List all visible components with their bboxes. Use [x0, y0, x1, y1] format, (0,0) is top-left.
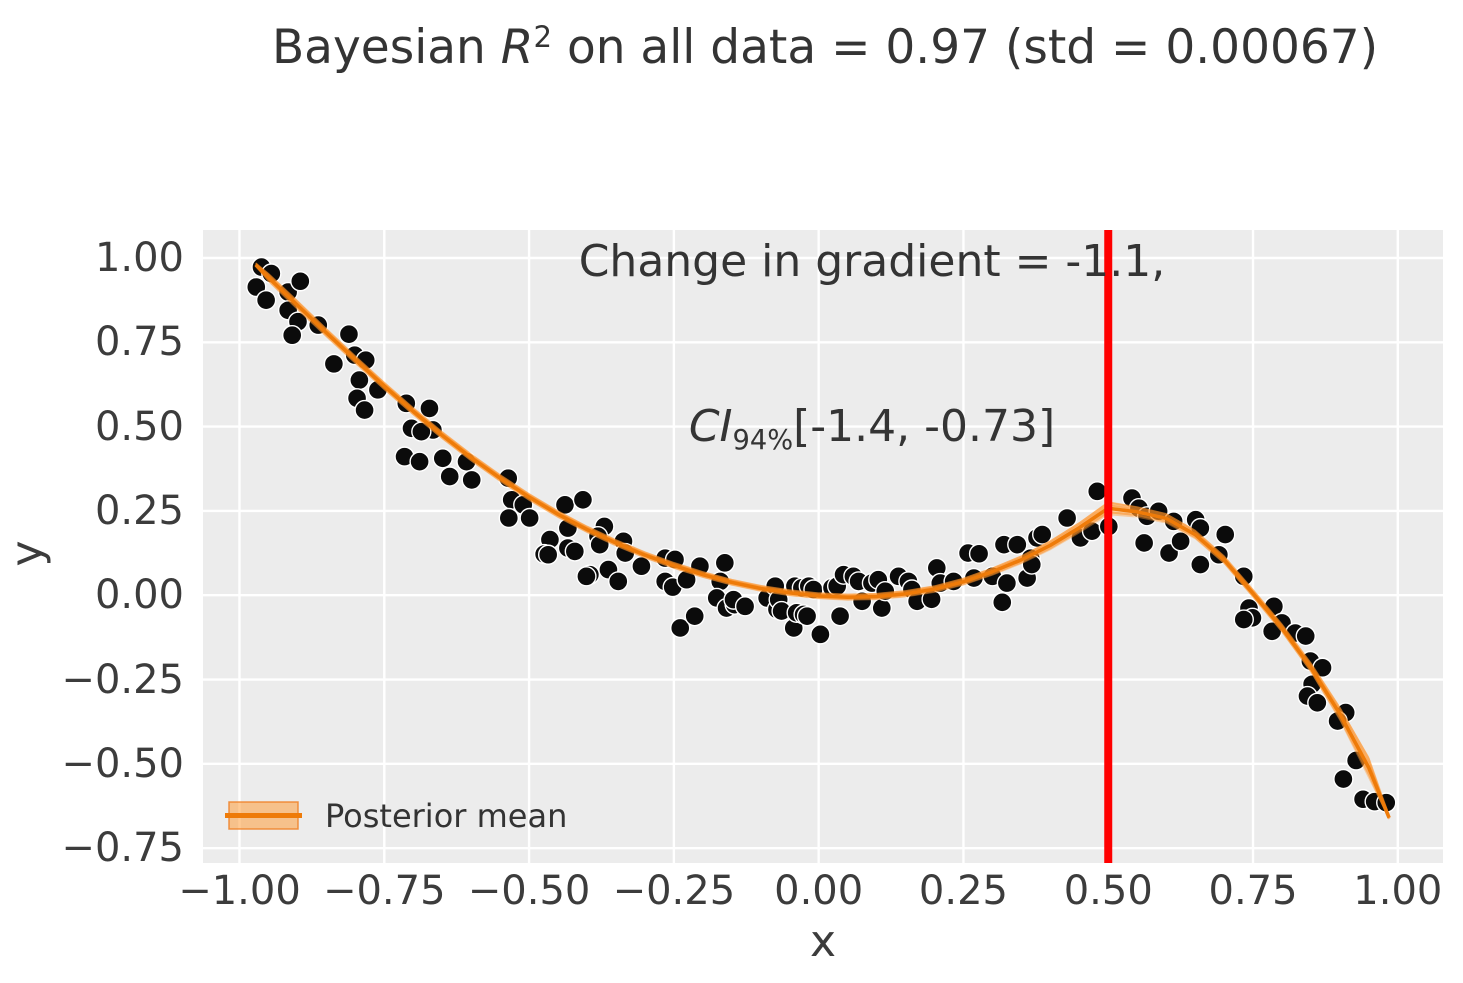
y-tick-label: 0.50: [0, 403, 184, 451]
data-point: [1334, 770, 1353, 789]
x-tick-label: 0.75: [1173, 868, 1333, 914]
data-point: [798, 607, 817, 626]
ci-interval: [-1.4, -0.73]: [793, 401, 1055, 452]
title-text-pre: Bayesian: [272, 20, 501, 75]
x-tick-label: 0.00: [739, 868, 899, 914]
data-point: [609, 572, 628, 591]
data-point: [831, 607, 850, 626]
data-point: [1308, 693, 1327, 712]
data-point: [1234, 610, 1253, 629]
chart-title: Bayesian R2 on all data = 0.97 (std = 0.…: [0, 20, 1463, 130]
data-point: [993, 593, 1012, 612]
y-tick-label: 0.00: [0, 571, 184, 619]
figure: Bayesian R2 on all data = 0.97 (std = 0.…: [0, 0, 1463, 983]
x-tick-label: −0.25: [594, 868, 754, 914]
y-tick-label: −0.50: [0, 740, 184, 788]
gradient-annotation: Change in gradient = -1.1, CI94%[-1.4, -…: [242, 124, 1463, 570]
ci-level: 94%: [733, 425, 794, 456]
x-tick-label: −0.50: [449, 868, 609, 914]
x-tick-label: −1.00: [159, 868, 319, 914]
title-r-symbol: R: [501, 20, 534, 75]
x-tick-label: 0.25: [883, 868, 1043, 914]
y-tick-label: −0.25: [0, 656, 184, 704]
legend-swatch-posterior-mean: [224, 797, 303, 835]
annotation-line2: CI94%[-1.4, -0.73]: [242, 399, 1463, 460]
y-tick-label: −0.75: [0, 824, 184, 872]
legend: Posterior mean: [224, 797, 567, 835]
data-point: [1296, 627, 1315, 646]
data-point: [872, 599, 891, 618]
y-tick-label: 0.25: [0, 487, 184, 535]
data-point: [685, 607, 704, 626]
data-point: [736, 597, 755, 616]
data-point: [811, 625, 830, 644]
title-r-exponent: 2: [533, 20, 552, 54]
x-tick-label: 1.00: [1318, 868, 1463, 914]
legend-label: Posterior mean: [325, 797, 567, 835]
annotation-line1: Change in gradient = -1.1,: [242, 234, 1463, 289]
x-tick-label: −0.75: [304, 868, 464, 914]
y-tick-label: 0.75: [0, 318, 184, 366]
x-tick-label: 0.50: [1028, 868, 1188, 914]
data-point: [997, 574, 1016, 593]
ci-symbol: CI: [689, 401, 733, 452]
x-axis-label: x: [0, 916, 1463, 967]
y-tick-label: 1.00: [0, 234, 184, 282]
y-axis-label: y: [2, 540, 53, 566]
title-text-post: on all data = 0.97 (std = 0.00067): [552, 20, 1378, 75]
